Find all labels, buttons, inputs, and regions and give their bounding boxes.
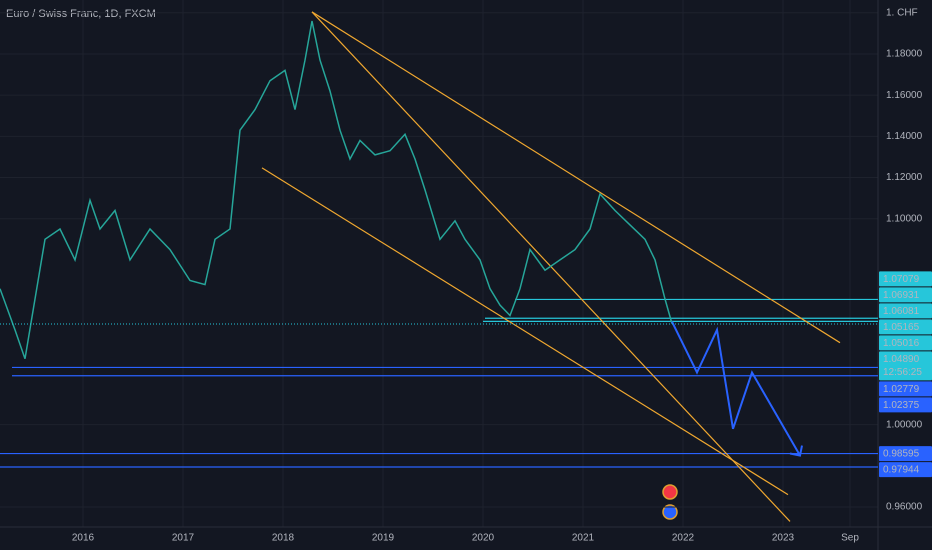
price-label-box	[879, 381, 932, 397]
price-label: 1.05016	[883, 338, 920, 349]
price-label: 1.06931	[883, 290, 920, 301]
price-label-box	[879, 446, 932, 462]
x-tick-label: 2021	[572, 533, 595, 544]
y-tick-label: 1.18000	[886, 49, 923, 60]
countdown-label: 12:56:25	[883, 367, 922, 378]
price-label: 1.02779	[883, 384, 920, 395]
trend-line	[311, 11, 841, 344]
x-tick-label: Sep	[841, 533, 859, 544]
price-label: 0.97944	[883, 465, 920, 476]
event-icon	[662, 504, 678, 520]
price-label: 1.05165	[883, 322, 920, 333]
price-label-box	[879, 319, 932, 335]
price-label-box	[879, 335, 932, 351]
y-tick-label: 1.10000	[886, 213, 923, 224]
chart-title: Euro / Swiss Franc, 1D, FXCM	[6, 8, 156, 20]
price-label: 1.07079	[883, 274, 920, 285]
price-label-box	[879, 351, 932, 381]
y-tick-label: 1.00000	[886, 419, 923, 430]
x-tick-label: 2018	[272, 533, 295, 544]
x-tick-label: 2016	[72, 533, 95, 544]
price-label-box	[879, 397, 932, 413]
x-tick-label: 2019	[372, 533, 395, 544]
trend-line	[261, 167, 789, 496]
y-tick-label: 1.14000	[886, 131, 923, 142]
y-tick-label: 0.96000	[886, 502, 923, 513]
price-label-box	[879, 462, 932, 478]
price-label-box	[879, 271, 932, 287]
grid	[0, 0, 878, 527]
y-tick-label: 1. CHF	[886, 7, 918, 18]
x-tick-label: 2020	[472, 533, 495, 544]
price-label: 1.02375	[883, 400, 920, 411]
event-icon	[662, 484, 678, 500]
arrow-head	[789, 445, 803, 457]
last-price-label: 1.04890	[883, 354, 920, 365]
y-tick-label: 1.16000	[886, 90, 923, 101]
price-label: 0.98595	[883, 449, 920, 460]
price-label: 1.06081	[883, 306, 920, 317]
y-tick-label: 1.12000	[886, 172, 923, 183]
price-line	[0, 20, 673, 359]
projection-path	[671, 321, 801, 457]
x-tick-label: 2023	[772, 533, 795, 544]
x-tick-label: 2017	[172, 533, 195, 544]
event-icons	[662, 484, 678, 520]
x-tick-label: 2022	[672, 533, 695, 544]
price-label-box	[879, 303, 932, 319]
price-label-box	[879, 287, 932, 303]
